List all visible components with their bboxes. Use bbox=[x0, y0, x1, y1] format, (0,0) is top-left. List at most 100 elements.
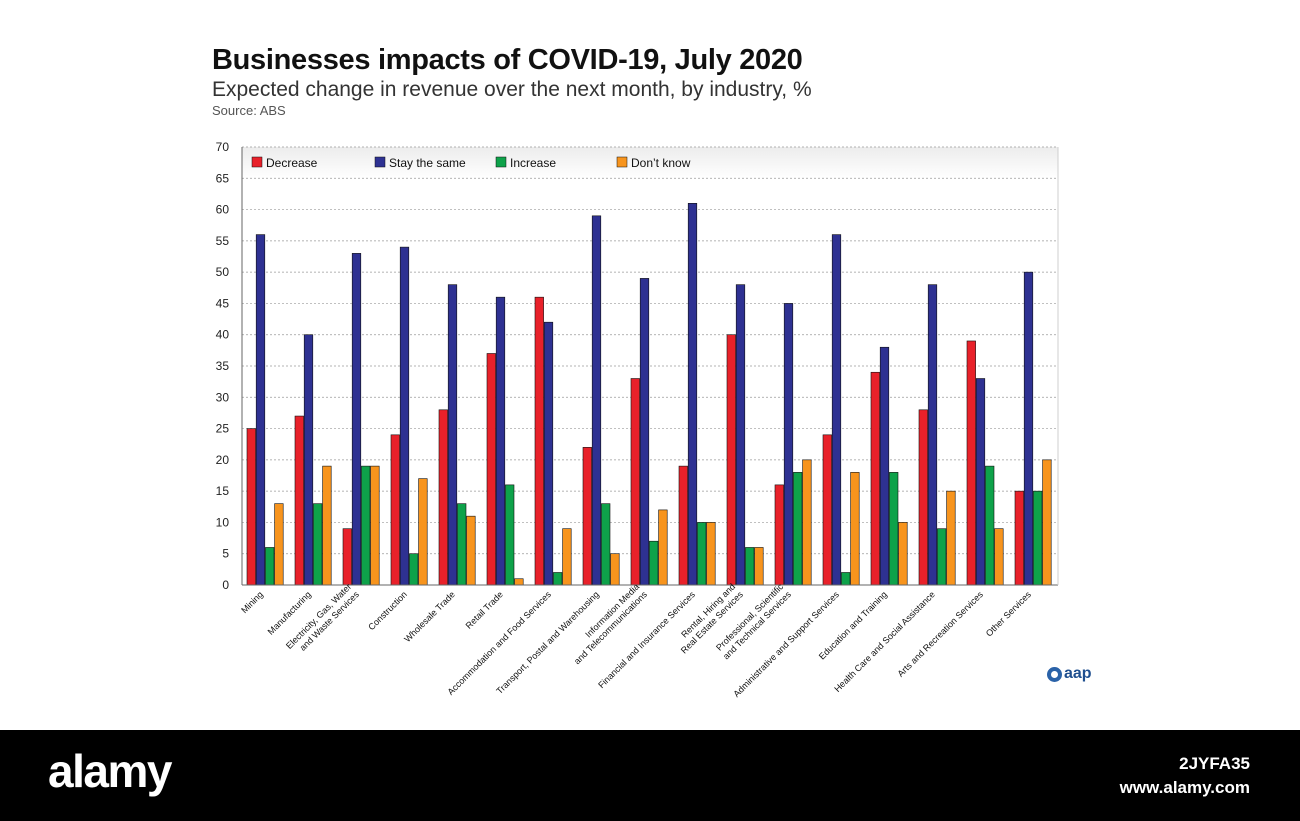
legend-label: Decrease bbox=[266, 156, 318, 170]
stock-image-id: 2JYFA35 bbox=[1179, 754, 1250, 773]
chart-subtitle: Expected change in revenue over the next… bbox=[212, 78, 812, 101]
bar bbox=[274, 503, 284, 586]
alamy-watermark: alamy bbox=[48, 745, 172, 797]
bar bbox=[303, 334, 314, 586]
bar bbox=[495, 296, 506, 586]
y-tick-label: 70 bbox=[216, 140, 230, 154]
bar bbox=[678, 465, 688, 586]
bar bbox=[1042, 459, 1052, 586]
stock-url: www.alamy.com bbox=[1119, 778, 1250, 797]
bar bbox=[265, 547, 275, 586]
y-tick-label: 10 bbox=[216, 515, 230, 529]
bar bbox=[1014, 490, 1024, 586]
bar bbox=[889, 472, 899, 586]
bar bbox=[745, 547, 755, 586]
bar bbox=[246, 428, 256, 586]
bar bbox=[610, 553, 620, 586]
bar bbox=[505, 484, 515, 586]
legend-label: Stay the same bbox=[389, 156, 466, 170]
y-axis-ticks: 0 5 10 15 20 25 30 35 40 45 50 55 60 65 70 bbox=[216, 140, 230, 592]
bar bbox=[409, 553, 419, 586]
bar bbox=[822, 434, 832, 586]
legend-label: Don’t know bbox=[631, 156, 691, 170]
bar bbox=[255, 234, 266, 586]
bar bbox=[601, 503, 611, 586]
bar bbox=[294, 415, 304, 586]
bar bbox=[438, 409, 448, 586]
bar bbox=[774, 484, 784, 586]
bar bbox=[831, 234, 842, 586]
bar bbox=[630, 378, 640, 586]
y-tick-label: 5 bbox=[222, 547, 229, 561]
bar bbox=[447, 284, 458, 586]
bar bbox=[879, 346, 890, 586]
bar bbox=[390, 434, 400, 586]
bar bbox=[793, 472, 803, 586]
chart-source: Source: ABS bbox=[212, 103, 286, 118]
bar bbox=[486, 353, 496, 586]
y-tick-label: 0 bbox=[222, 578, 229, 592]
x-category-label: Arts and Recreation Services bbox=[896, 589, 986, 679]
bar bbox=[553, 572, 563, 586]
bar bbox=[342, 528, 352, 586]
chart-title: Businesses impacts of COVID-19, July 202… bbox=[212, 44, 803, 76]
bar bbox=[994, 528, 1004, 586]
bar bbox=[591, 215, 602, 586]
legend-swatch bbox=[251, 156, 263, 168]
y-tick-label: 45 bbox=[216, 296, 230, 310]
legend-swatch bbox=[495, 156, 507, 168]
bar bbox=[802, 459, 812, 586]
bar bbox=[418, 478, 428, 586]
bar bbox=[466, 515, 476, 586]
x-category-label: Electricity, Gas, Waterand Waste Service… bbox=[284, 581, 361, 658]
y-tick-label: 35 bbox=[216, 359, 230, 373]
y-tick-label: 40 bbox=[216, 328, 230, 342]
x-category-label: Wholesale Trade bbox=[402, 589, 457, 644]
bar bbox=[1033, 490, 1043, 586]
bar bbox=[562, 528, 572, 586]
bar bbox=[754, 547, 764, 586]
bar bbox=[735, 284, 746, 586]
bar bbox=[946, 490, 956, 586]
bar bbox=[543, 321, 554, 586]
bar bbox=[783, 303, 794, 586]
aap-logo-text: aap bbox=[1064, 665, 1092, 682]
bar bbox=[697, 522, 707, 586]
bar bbox=[399, 246, 410, 586]
bar bbox=[457, 503, 467, 586]
y-tick-label: 65 bbox=[216, 171, 230, 185]
legend-swatch bbox=[616, 156, 628, 168]
bar bbox=[927, 284, 938, 586]
legend: Decrease Stay the same Increase Don’t know bbox=[251, 156, 691, 170]
x-category-label: Transport, Postal and Warehousing bbox=[494, 589, 601, 696]
bar bbox=[870, 371, 880, 586]
y-tick-label: 55 bbox=[216, 234, 230, 248]
x-category-label: Retail Trade bbox=[464, 589, 505, 630]
aap-logo-icon bbox=[1047, 666, 1062, 682]
legend-swatch bbox=[374, 156, 386, 168]
y-tick-label: 25 bbox=[216, 422, 230, 436]
bar bbox=[966, 340, 976, 586]
bar bbox=[850, 472, 860, 586]
x-category-label: Administrative and Support Services bbox=[731, 589, 841, 699]
bar-chart: 0 5 10 15 20 25 30 35 40 45 50 55 60 65 70 Mining Manuf… bbox=[216, 140, 1059, 699]
bar bbox=[975, 378, 986, 586]
bar bbox=[985, 465, 995, 586]
bar bbox=[658, 509, 668, 586]
y-tick-label: 50 bbox=[216, 265, 230, 279]
x-category-label: Health Care and Social Assistance bbox=[832, 589, 937, 694]
y-tick-label: 15 bbox=[216, 484, 230, 498]
bar bbox=[649, 540, 659, 586]
bar bbox=[351, 253, 362, 586]
bar bbox=[841, 572, 851, 586]
x-category-label: Accommodation and Food Services bbox=[445, 589, 553, 697]
bar bbox=[370, 465, 380, 586]
bar bbox=[726, 334, 736, 586]
legend-label: Increase bbox=[510, 156, 556, 170]
bar bbox=[918, 409, 928, 586]
bar bbox=[639, 278, 650, 586]
bar bbox=[361, 465, 371, 586]
x-category-label: Construction bbox=[366, 589, 409, 632]
y-tick-label: 30 bbox=[216, 390, 230, 404]
